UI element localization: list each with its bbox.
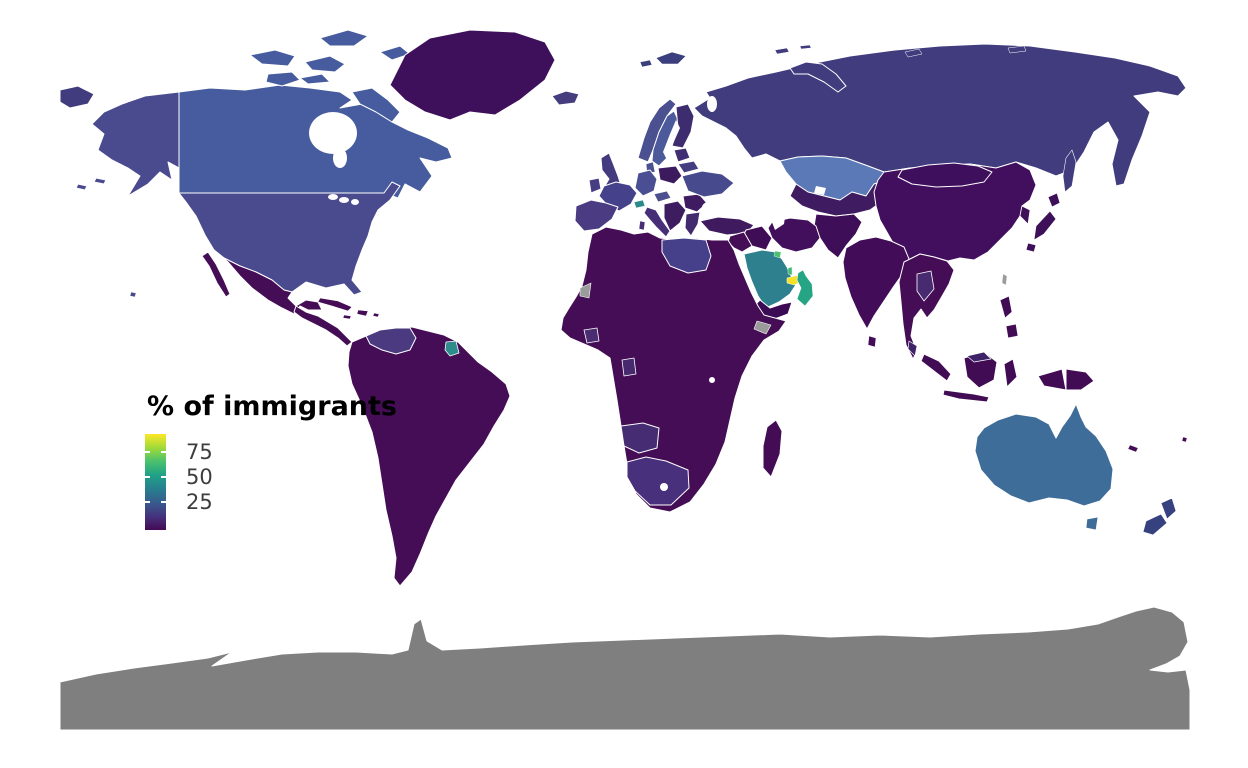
legend-tick-label-75: 75 [186, 440, 213, 464]
region-svalbard [639, 51, 687, 68]
region-malaysia-borneo [966, 351, 992, 363]
region-papua-new-guinea [1065, 368, 1095, 391]
region-cote-divoire [583, 327, 600, 344]
water-baltic-sea [663, 120, 680, 160]
region-malaysia-peninsula [907, 340, 918, 357]
region-germany [634, 169, 658, 197]
region-greece [684, 211, 701, 237]
region-sri-lanka [867, 335, 877, 348]
legend-gradient-bar [145, 434, 166, 530]
region-french-guiana [444, 340, 460, 357]
region-mainland-se-asia [898, 253, 955, 360]
region-chukotka-wrap [59, 85, 95, 109]
region-cuba [317, 297, 353, 312]
region-balkans [663, 200, 687, 232]
water-hudson-bay [309, 112, 357, 154]
region-sumatra [920, 353, 952, 382]
region-hispaniola [356, 309, 369, 317]
legend-body: 75 50 25 [145, 434, 397, 534]
region-mongolia [897, 162, 993, 188]
region-arctic-islands [774, 44, 1027, 58]
region-baltic-states [673, 147, 691, 163]
region-tasmania [1085, 516, 1099, 531]
region-fiji [1181, 436, 1188, 443]
region-baja-california [201, 251, 231, 298]
region-novaya-zemlya [789, 61, 847, 93]
region-new-zealand [1142, 497, 1177, 536]
water-black-sea [702, 199, 742, 215]
region-namibia-botswana [620, 422, 660, 454]
region-south-america [347, 326, 511, 587]
region-jamaica [342, 314, 352, 320]
legend: % of immigrants 75 50 25 [145, 391, 397, 534]
legend-tick-mark [161, 501, 166, 503]
region-venezuela [365, 327, 417, 355]
legend-tick-label-50: 50 [186, 465, 213, 489]
region-iceland [551, 90, 580, 106]
region-africa [560, 226, 787, 513]
region-india [842, 236, 910, 330]
region-gabon [621, 357, 637, 377]
region-iberia [574, 199, 619, 232]
region-alaska [91, 91, 180, 197]
region-japan [1025, 192, 1061, 253]
region-norway [637, 98, 677, 163]
region-somaliland [753, 320, 772, 335]
region-qatar [787, 266, 793, 276]
region-canadian-arctic-islands [249, 29, 411, 123]
region-central-america [293, 305, 353, 347]
region-austria [653, 190, 672, 203]
region-poland [657, 165, 683, 185]
water-great-lakes-2 [339, 197, 349, 203]
water-lesotho-hole [660, 483, 668, 491]
region-aleutians [75, 177, 107, 191]
region-south-africa [626, 456, 690, 506]
region-ukraine [681, 170, 735, 198]
region-australia [974, 403, 1114, 507]
region-west-papua [1037, 368, 1067, 391]
water-white-sea [707, 96, 717, 112]
region-antarctica [59, 606, 1191, 731]
region-taiwan [1001, 273, 1008, 286]
water-caspian-sea [766, 180, 787, 230]
region-new-caledonia [1127, 444, 1139, 453]
region-java [942, 389, 990, 403]
region-usa-mainland [178, 181, 401, 296]
region-sakhalin [1062, 149, 1077, 193]
region-ireland [588, 177, 602, 194]
region-oman [796, 269, 814, 307]
legend-tick-label-25: 25 [186, 490, 213, 514]
region-iran [767, 217, 821, 253]
region-italy [643, 206, 671, 238]
region-puerto-rico [372, 312, 380, 318]
legend-tick-mark [161, 451, 166, 453]
region-greenland [389, 29, 556, 121]
region-switzerland [633, 199, 646, 209]
region-hawaii [129, 291, 137, 298]
legend-tick-mark [145, 451, 150, 453]
region-sulawesi [1003, 358, 1018, 388]
legend-tick-mark [145, 501, 150, 503]
region-korea [1019, 205, 1031, 225]
legend-labels: 75 50 25 [186, 440, 213, 515]
legend-title: % of immigrants [147, 391, 397, 422]
water-great-lakes-3 [351, 199, 359, 205]
region-libya [661, 237, 712, 274]
water-lake-victoria [709, 377, 715, 383]
water-james-bay [333, 148, 347, 168]
region-kuwait [773, 250, 782, 259]
region-china [873, 161, 1037, 263]
water-aral-sea [814, 186, 826, 195]
region-western-sahara [579, 282, 592, 299]
legend-tick-mark [161, 476, 166, 478]
region-belarus [677, 160, 700, 174]
region-madagascar [762, 419, 783, 478]
region-thailand [916, 270, 935, 302]
legend-tick-mark [145, 476, 150, 478]
region-philippines [999, 295, 1019, 339]
water-great-lakes [328, 194, 338, 200]
